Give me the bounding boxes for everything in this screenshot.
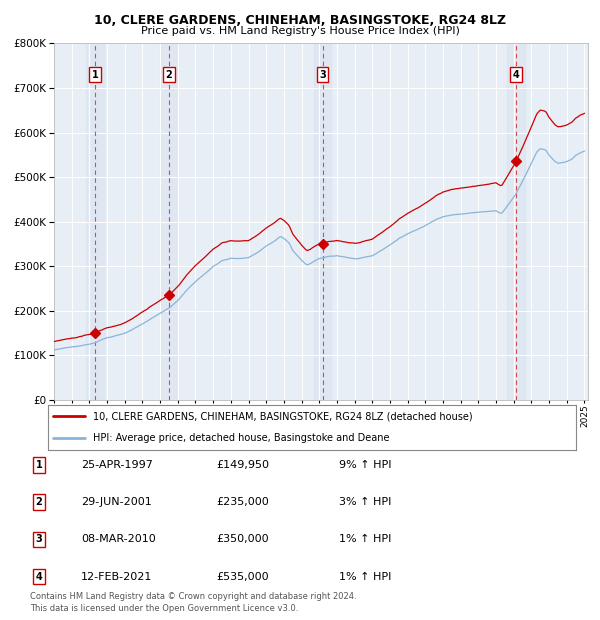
- Text: £535,000: £535,000: [216, 572, 269, 582]
- Bar: [86, 43, 104, 400]
- Text: 10, CLERE GARDENS, CHINEHAM, BASINGSTOKE, RG24 8LZ: 10, CLERE GARDENS, CHINEHAM, BASINGSTOKE…: [94, 14, 506, 27]
- Text: £235,000: £235,000: [216, 497, 269, 507]
- Text: 4: 4: [512, 69, 519, 79]
- Bar: [507, 43, 524, 400]
- Text: Price paid vs. HM Land Registry's House Price Index (HPI): Price paid vs. HM Land Registry's House …: [140, 26, 460, 36]
- Text: 4: 4: [35, 572, 43, 582]
- Text: 1: 1: [35, 460, 43, 470]
- Text: HPI: Average price, detached house, Basingstoke and Deane: HPI: Average price, detached house, Basi…: [93, 433, 389, 443]
- Text: 12-FEB-2021: 12-FEB-2021: [81, 572, 152, 582]
- Text: 1% ↑ HPI: 1% ↑ HPI: [339, 534, 391, 544]
- Text: 2: 2: [166, 69, 172, 79]
- Text: £149,950: £149,950: [216, 460, 269, 470]
- Text: 25-APR-1997: 25-APR-1997: [81, 460, 153, 470]
- Text: 29-JUN-2001: 29-JUN-2001: [81, 497, 152, 507]
- Text: 3: 3: [319, 69, 326, 79]
- Bar: [314, 43, 331, 400]
- Text: 1: 1: [92, 69, 98, 79]
- Text: Contains HM Land Registry data © Crown copyright and database right 2024.
This d: Contains HM Land Registry data © Crown c…: [30, 591, 356, 613]
- Text: 08-MAR-2010: 08-MAR-2010: [81, 534, 156, 544]
- Text: 1% ↑ HPI: 1% ↑ HPI: [339, 572, 391, 582]
- Text: £350,000: £350,000: [216, 534, 269, 544]
- Text: 9% ↑ HPI: 9% ↑ HPI: [339, 460, 391, 470]
- Text: 3: 3: [35, 534, 43, 544]
- Bar: [160, 43, 178, 400]
- Text: 2: 2: [35, 497, 43, 507]
- Text: 10, CLERE GARDENS, CHINEHAM, BASINGSTOKE, RG24 8LZ (detached house): 10, CLERE GARDENS, CHINEHAM, BASINGSTOKE…: [93, 411, 473, 421]
- Text: 3% ↑ HPI: 3% ↑ HPI: [339, 497, 391, 507]
